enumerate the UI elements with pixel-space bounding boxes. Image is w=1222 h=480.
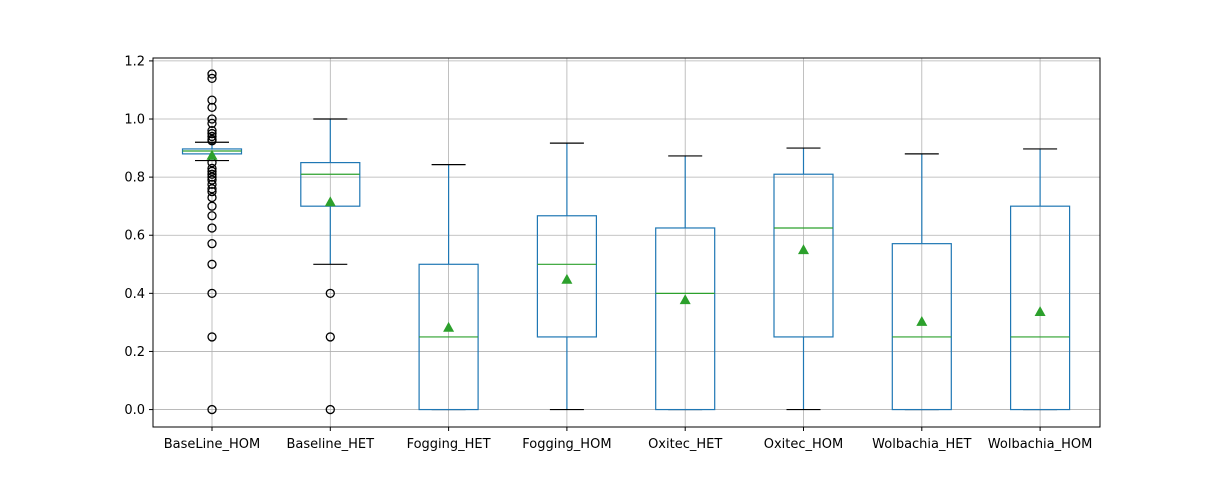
mean-marker <box>561 273 573 284</box>
box-group-2 <box>418 164 479 411</box>
outlier-point-22 <box>207 211 217 221</box>
mean-marker <box>443 321 455 332</box>
box-group-0 <box>181 69 243 415</box>
grid-layer <box>153 58 1100 427</box>
mean-marker <box>798 244 809 255</box>
y-tick-label-3: 0.6 <box>124 229 145 244</box>
iqr-box <box>655 227 716 411</box>
outlier-point-24 <box>207 239 217 249</box>
outlier-point-17 <box>207 179 217 190</box>
box-group-6 <box>891 153 952 411</box>
x-tick-label-5: Oxitec_HOM <box>764 437 844 452</box>
x-tick-label-7: Wolbachia_HOM <box>988 437 1093 452</box>
x-tick-label-3: Fogging_HOM <box>522 437 611 452</box>
plot-frame <box>152 57 1101 428</box>
outlier-point-4 <box>207 114 217 124</box>
box-layer <box>181 69 1071 415</box>
outlier-point-10 <box>207 136 217 146</box>
outlier-point-20 <box>207 192 217 203</box>
outlier-point-8 <box>207 131 217 142</box>
mean-marker <box>206 149 218 160</box>
x-tick-label-4: Oxitec_HET <box>648 437 722 452</box>
iqr-box <box>773 173 834 338</box>
x-axis: BaseLine_HOM Baseline_HET Fogging_HET Foggi… <box>164 427 1093 452</box>
outlier-point-1 <box>207 73 217 83</box>
mean-marker <box>916 316 928 326</box>
x-tick-label-2: Fogging_HET <box>407 437 491 452</box>
mean-marker <box>1034 306 1046 317</box>
box-group-1 <box>300 118 361 415</box>
y-tick-label-1: 0.2 <box>124 345 145 360</box>
y-tick-label-6: 1.2 <box>124 54 145 69</box>
box-group-5 <box>773 147 834 411</box>
y-tick-label-5: 1.0 <box>124 113 145 128</box>
outlier-point-0 <box>207 69 217 79</box>
outlier-point-27 <box>207 332 217 342</box>
outlier-point-19 <box>207 187 217 197</box>
outlier-point-5 <box>207 118 217 129</box>
outlier-point-15 <box>207 172 217 182</box>
box-group-3 <box>536 142 598 411</box>
y-axis: 0.0 0.2 0.4 0.6 0.8 1.0 1.2 <box>124 54 153 418</box>
axes-frame <box>152 57 1101 428</box>
outlier-point-14 <box>207 169 217 179</box>
box-group-4 <box>655 155 716 411</box>
x-tick-label-6: Wolbachia_HET <box>872 437 971 452</box>
x-tick-label-1: Baseline_HET <box>287 437 375 452</box>
outlier-point-13 <box>207 166 217 176</box>
outlier-point-2 <box>325 404 335 415</box>
iqr-box <box>891 243 952 411</box>
y-tick-label-0: 0.0 <box>124 403 145 418</box>
outlier-point-18 <box>207 184 217 194</box>
outlier-point-16 <box>207 175 217 185</box>
iqr-box <box>1009 205 1071 411</box>
outlier-point-3 <box>207 102 217 113</box>
mean-marker <box>679 294 691 305</box>
y-tick-label-4: 0.8 <box>124 171 145 186</box>
mean-marker <box>324 196 336 207</box>
iqr-box <box>536 215 598 338</box>
outlier-point-1 <box>325 332 335 342</box>
outlier-point-2 <box>207 95 217 105</box>
x-tick-label-0: BaseLine_HOM <box>164 437 260 452</box>
outlier-point-23 <box>207 223 217 233</box>
outlier-point-21 <box>207 201 217 211</box>
outlier-point-12 <box>207 163 217 174</box>
outlier-point-25 <box>207 259 217 269</box>
outlier-point-26 <box>207 288 217 298</box>
outlier-point-7 <box>207 128 217 139</box>
outlier-point-6 <box>207 125 217 136</box>
y-tick-label-2: 0.4 <box>124 287 145 302</box>
box-group-7 <box>1009 148 1071 411</box>
outlier-point-28 <box>207 404 217 415</box>
outlier-point-0 <box>325 288 335 298</box>
